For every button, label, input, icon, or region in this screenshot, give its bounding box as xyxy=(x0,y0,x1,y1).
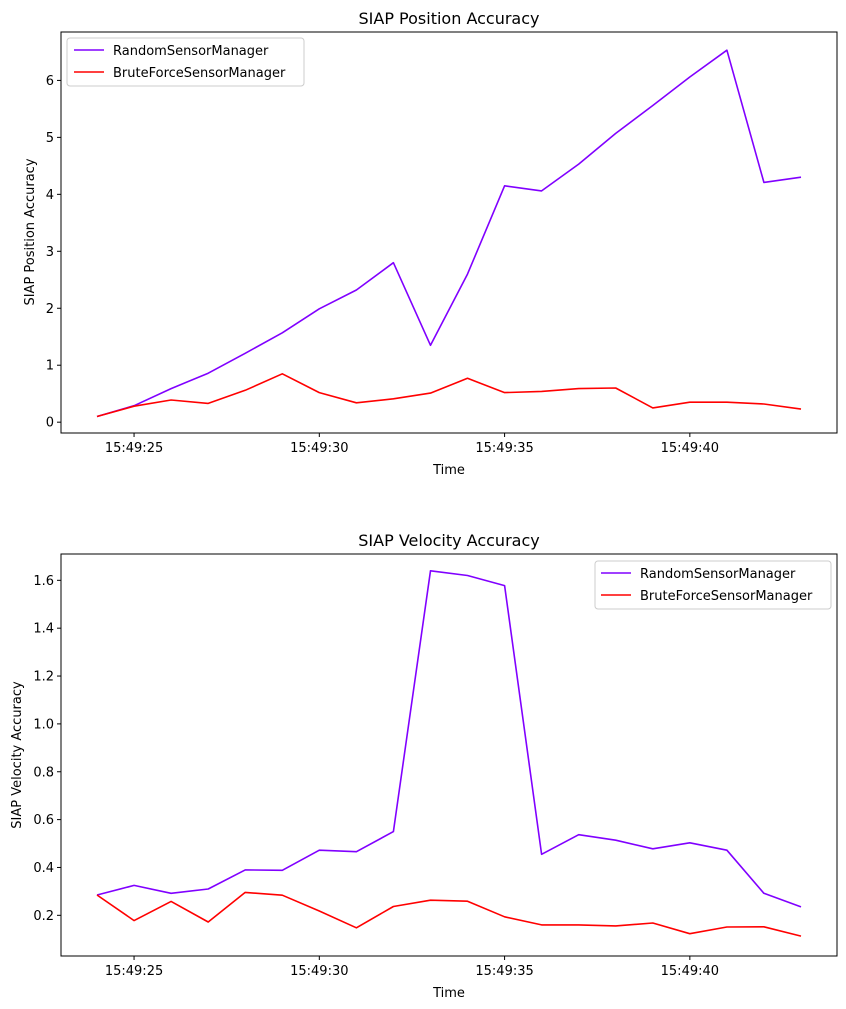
chart-title: SIAP Position Accuracy xyxy=(359,9,540,28)
x-tick-label: 15:49:30 xyxy=(290,441,348,456)
plot-area xyxy=(60,553,838,957)
x-ticks: 15:49:25 15:49:30 15:49:35 15:49:40 xyxy=(105,956,719,979)
legend-box xyxy=(66,37,305,87)
x-axis-label: Time xyxy=(432,463,465,478)
y-tick-label: 3 xyxy=(46,245,54,260)
y-tick-label: 6 xyxy=(46,74,54,89)
legend-label-random: RandomSensorManager xyxy=(640,567,796,582)
legend-label-random: RandomSensorManager xyxy=(113,44,269,59)
y-tick-label: 0.8 xyxy=(33,765,54,780)
y-axis-label: SIAP Velocity Accuracy xyxy=(10,681,25,829)
series-lines xyxy=(96,569,802,937)
x-tick-label: 15:49:35 xyxy=(475,964,533,979)
y-tick-label: 0.6 xyxy=(33,813,54,828)
x-tick-label: 15:49:25 xyxy=(105,441,163,456)
y-ticks: 0 1 2 3 4 5 6 xyxy=(46,74,61,431)
legend: RandomSensorManager BruteForceSensorMana… xyxy=(66,37,305,87)
x-axis-label: Time xyxy=(432,986,465,1001)
y-tick-label: 1 xyxy=(46,359,54,374)
y-tick-label: 1.2 xyxy=(33,670,54,685)
series-line-random xyxy=(96,49,802,418)
y-tick-label: 1.4 xyxy=(33,622,54,637)
x-tick-label: 15:49:30 xyxy=(290,964,348,979)
x-ticks: 15:49:25 15:49:30 15:49:35 15:49:40 xyxy=(105,433,719,456)
x-tick-label: 15:49:40 xyxy=(661,441,719,456)
y-tick-label: 1.0 xyxy=(33,717,54,732)
velocity-accuracy-chart: SIAP Velocity Accuracy Time SIAP Velocit… xyxy=(10,531,838,1001)
x-tick-label: 15:49:25 xyxy=(105,964,163,979)
y-axis-label: SIAP Position Accuracy xyxy=(23,158,38,305)
y-tick-label: 5 xyxy=(46,131,54,146)
chart-title: SIAP Velocity Accuracy xyxy=(358,531,539,550)
series-lines xyxy=(96,49,802,418)
legend: RandomSensorManager BruteForceSensorMana… xyxy=(594,560,832,610)
legend-label-bruteforce: BruteForceSensorManager xyxy=(113,66,286,81)
series-line-random xyxy=(96,569,802,908)
y-tick-label: 2 xyxy=(46,302,54,317)
series-line-bruteforce xyxy=(96,891,802,937)
legend-box xyxy=(594,560,832,610)
y-tick-label: 0.4 xyxy=(33,861,54,876)
y-tick-label: 0 xyxy=(46,416,54,431)
y-tick-label: 4 xyxy=(46,188,54,203)
series-line-bruteforce xyxy=(96,372,802,418)
y-ticks: 0.2 0.4 0.6 0.8 1.0 1.2 1.4 1.6 xyxy=(33,574,61,924)
position-accuracy-chart: SIAP Position Accuracy Time SIAP Positio… xyxy=(23,9,838,478)
legend-label-bruteforce: BruteForceSensorManager xyxy=(640,589,813,604)
x-tick-label: 15:49:40 xyxy=(661,964,719,979)
y-tick-label: 1.6 xyxy=(33,574,54,589)
x-tick-label: 15:49:35 xyxy=(475,441,533,456)
y-tick-label: 0.2 xyxy=(33,909,54,924)
plot-area xyxy=(60,31,838,434)
